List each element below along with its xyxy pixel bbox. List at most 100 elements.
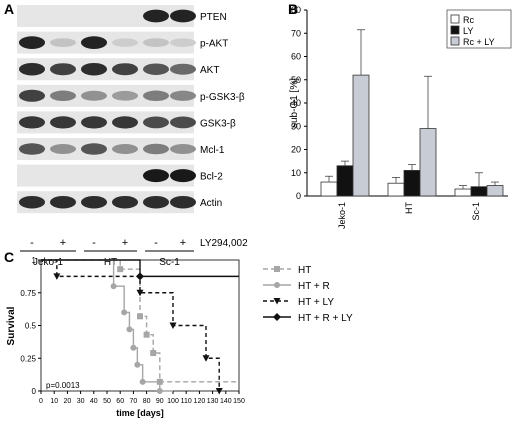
cell-line-label: Sc-1 <box>159 257 180 268</box>
blot-band <box>19 116 45 129</box>
bar-ly <box>403 170 421 197</box>
survival-ht-r-line <box>41 259 173 392</box>
y-tick-label: 40 <box>291 98 301 108</box>
legend-label: HT + LY <box>298 297 334 308</box>
x-tick-label: 50 <box>103 398 111 405</box>
blot-band <box>112 144 138 154</box>
y-tick-label: 0.75 <box>20 289 36 298</box>
y-axis-title: sub-G1 [%] <box>289 78 300 128</box>
x-tick-label: 100 <box>167 398 179 405</box>
y-tick-label: 20 <box>291 145 301 155</box>
y-tick-label: 30 <box>291 121 301 131</box>
sub-g1-bar-chart: 0 10 20 30 40 50 60 70 80 sub-G1 [%] Jeko-1 HT Sc-1 R… <box>289 5 512 229</box>
blot-row-label: Bcl-2 <box>200 172 223 183</box>
blot-band <box>112 195 138 209</box>
x-tick-label: 0 <box>39 398 43 405</box>
panel-label-a: A <box>4 1 14 17</box>
x-tick-label: 10 <box>50 398 58 405</box>
blot-band <box>112 90 138 101</box>
blot-band <box>81 62 107 76</box>
p-value-annotation: p=0.0013 <box>46 381 80 390</box>
survival-ht-point <box>143 331 150 338</box>
blot-row-label: p-AKT <box>200 39 228 50</box>
x-tick-label: 130 <box>207 398 219 405</box>
blot-band <box>81 195 107 209</box>
y-tick-label: 0 <box>296 191 301 201</box>
legend-marker <box>274 266 280 272</box>
legend-swatch <box>450 14 460 24</box>
survival-ht-point <box>137 313 143 320</box>
blot-band <box>50 116 76 129</box>
blot-band <box>81 36 107 49</box>
survival-ht-r-point <box>139 378 146 385</box>
blot-band <box>170 90 196 101</box>
survival-ht-r-point <box>126 326 133 333</box>
legend-label: LY <box>463 26 473 36</box>
blot-band <box>143 9 169 23</box>
blot-band <box>112 116 138 129</box>
blot-band <box>50 144 76 154</box>
survival-ht-ly-point <box>215 388 223 395</box>
blot-band <box>50 38 76 47</box>
cell-line-label: Jeko-1 <box>33 257 63 268</box>
x-tick-label: 110 <box>181 398 192 405</box>
blot-band <box>19 89 45 102</box>
blot-band <box>81 143 107 155</box>
cell-line-label: HT <box>104 257 117 268</box>
bar-rc-ly <box>352 74 370 197</box>
category-label: Jeko-1 <box>337 202 347 229</box>
bar-rc <box>320 181 338 197</box>
blot-band <box>81 90 107 101</box>
x-tick-label: 80 <box>143 398 151 405</box>
category-label: Sc-1 <box>471 202 481 221</box>
legend-label: HT + R + LY <box>298 313 353 324</box>
treatment-mark: + <box>122 237 128 249</box>
bar-rc <box>387 182 405 197</box>
survival-ht-r-point <box>134 361 141 368</box>
blot-band <box>143 195 169 209</box>
survival-ht-ly-point <box>202 355 210 362</box>
x-tick-label: 150 <box>233 398 245 405</box>
y-tick-label: 1 <box>32 256 37 265</box>
blot-band <box>170 144 196 154</box>
western-blot: PTEN p-AKT AKT p-GSK3-β GSK3-β Mcl-1 Bcl-2 Acti… <box>17 5 248 268</box>
y-tick-label: 50 <box>291 75 301 85</box>
x-axis-title: time [days] <box>116 408 164 418</box>
blot-row-label: p-GSK3-β <box>200 92 245 103</box>
blot-band <box>143 90 169 102</box>
survival-ht-r-point <box>130 344 137 351</box>
treatment-mark: + <box>60 237 66 249</box>
legend-marker <box>273 298 281 305</box>
treatment-mark: - <box>30 237 34 249</box>
legend-swatch <box>450 25 460 35</box>
panel-label-b: B <box>288 1 298 17</box>
x-tick-label: 40 <box>90 398 98 405</box>
legend-label: Rc + LY <box>463 37 495 47</box>
category-label: HT <box>404 202 414 214</box>
y-tick-label: 0.5 <box>25 322 37 331</box>
blot-band <box>170 63 196 75</box>
x-tick-label: 30 <box>77 398 85 405</box>
blot-band <box>19 36 45 49</box>
legend-label: Rc <box>463 15 474 25</box>
survival-ht-ly-line <box>41 259 220 391</box>
bar-ly <box>336 165 354 197</box>
survival-ht-point <box>117 266 124 273</box>
blot-band <box>143 63 169 75</box>
blot-band <box>143 116 169 129</box>
y-tick-label: 10 <box>291 168 301 178</box>
blot-row-label: PTEN <box>200 12 227 23</box>
blot-row-label: AKT <box>200 65 219 76</box>
survival-ht-r-point <box>110 283 117 290</box>
legend-label: HT <box>298 265 311 276</box>
survival-ht-point <box>150 350 157 357</box>
treatment-mark: + <box>180 237 186 249</box>
blot-row-label: Actin <box>200 198 222 209</box>
legend-marker <box>274 282 280 288</box>
y-tick-label: 0 <box>32 387 37 396</box>
y-tick-label: 0.25 <box>20 354 36 363</box>
blot-band <box>50 63 76 76</box>
x-tick-label: 70 <box>130 398 138 405</box>
blot-band <box>112 38 138 47</box>
